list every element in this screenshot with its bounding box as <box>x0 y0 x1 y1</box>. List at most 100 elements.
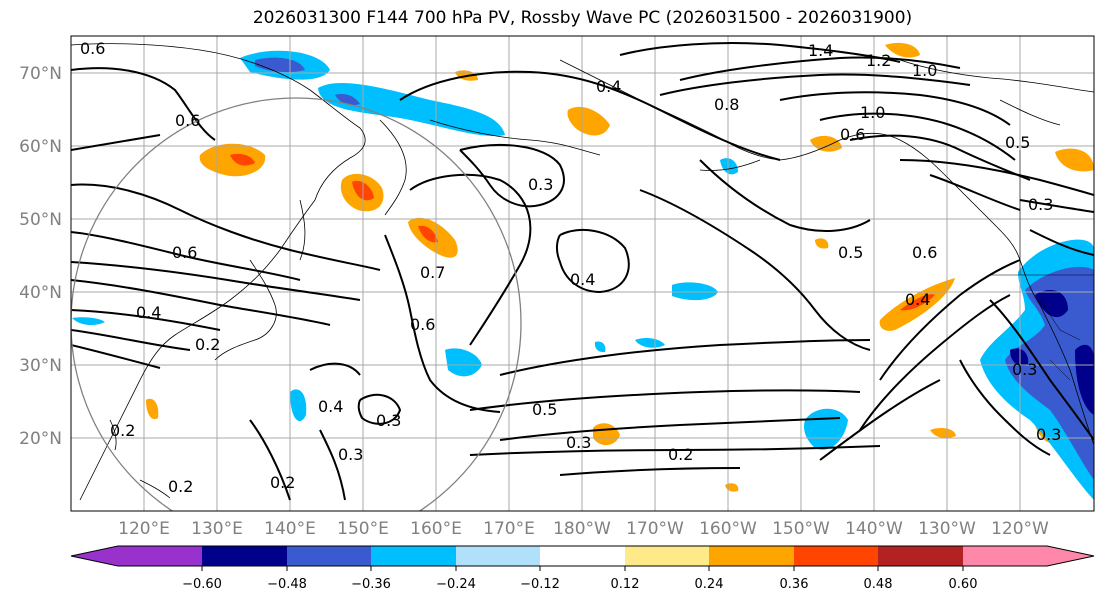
contour-label: 1.4 <box>808 41 833 60</box>
pv-contours <box>71 42 1094 501</box>
map-title: 2026031300 F144 700 hPa PV, Rossby Wave … <box>252 8 913 28</box>
negative-anomaly-patch <box>594 341 606 353</box>
contour-label: 0.4 <box>596 77 621 96</box>
negative-anomaly-patch <box>1075 344 1094 415</box>
colorbar-outline <box>70 545 1095 567</box>
colorbar-swatch <box>625 546 709 566</box>
positive-anomaly-patch <box>885 42 920 58</box>
positive-anomaly-patch <box>1055 148 1094 172</box>
contour-label: 0.2 <box>110 421 135 440</box>
negative-anomaly-patch <box>1010 348 1029 366</box>
contour-labels: 0.6 1.4 1.2 1.0 0.8 0.4 1.0 0.6 0.5 0.3 … <box>80 39 1061 496</box>
colorbar-tick-label: 0.48 <box>864 577 893 592</box>
contour-label: 0.8 <box>714 95 739 114</box>
contour-label: 0.4 <box>318 397 343 416</box>
contour-label: 0.5 <box>1005 133 1030 152</box>
colorbar-tick-label: −0.48 <box>267 577 307 592</box>
contour-label: 0.6 <box>80 39 105 58</box>
colorbar-tick-label: 0.36 <box>780 577 809 592</box>
lon-label: 150°E <box>337 519 389 539</box>
colorbar-tick-label: −0.24 <box>436 577 476 592</box>
positive-anomaly-patch <box>146 398 159 420</box>
negative-anomaly-patch <box>720 158 738 175</box>
lon-label: 160°W <box>699 519 757 539</box>
negative-anomaly-patch <box>290 389 307 422</box>
colorbar-swatch <box>371 546 456 566</box>
lon-label: 170°E <box>483 519 535 539</box>
contour-label: 0.3 <box>1028 195 1053 214</box>
contour-label: 0.4 <box>136 303 161 322</box>
negative-anomaly-patch <box>672 282 718 301</box>
coastlines <box>71 43 1094 501</box>
lon-label: 120°E <box>118 519 170 539</box>
lat-label: 70°N <box>19 64 62 84</box>
lon-label: 140°W <box>845 519 903 539</box>
contour-label: 1.0 <box>912 61 937 80</box>
borders <box>990 150 1094 381</box>
contour-label: 0.3 <box>1012 360 1037 379</box>
colorbar-tick-label: 0.60 <box>949 577 978 592</box>
colorbar-swatch <box>456 546 540 566</box>
negative-anomaly-patch <box>335 94 360 106</box>
contour-label: 0.4 <box>905 290 930 309</box>
colorbar-swatch <box>878 546 963 566</box>
colorbar-swatch <box>794 546 878 566</box>
lon-label: 130°E <box>191 519 243 539</box>
contour-label: 0.3 <box>566 433 591 452</box>
lon-label: 130°W <box>918 519 976 539</box>
negative-anomaly-patch <box>1005 266 1094 480</box>
contour-label: 0.3 <box>338 445 363 464</box>
lat-label: 30°N <box>19 356 62 376</box>
negative-anomaly-patch <box>1035 290 1068 318</box>
contour-label: 0.5 <box>838 243 863 262</box>
lat-label: 50°N <box>19 210 62 230</box>
positive-anomaly-patch <box>810 135 842 152</box>
contour-label: 0.5 <box>532 400 557 419</box>
positive-anomaly-patch <box>815 238 829 249</box>
contour-label: 0.7 <box>420 263 445 282</box>
negative-anomaly-patch <box>72 317 105 326</box>
colorbar-swatch <box>118 546 202 566</box>
colorbar-swatch <box>202 546 287 566</box>
negative-anomaly-patch <box>635 337 665 348</box>
map-frame <box>70 35 1095 512</box>
positive-anomaly-patch <box>930 428 956 438</box>
negative-anomaly-patch <box>445 348 482 377</box>
longitude-labels: 120°E 130°E 140°E 150°E 160°E 170°E 180°… <box>118 519 1049 539</box>
contour-label: 0.3 <box>1036 425 1061 444</box>
colorbar-swatch <box>709 546 794 566</box>
negative-anomaly-patch <box>318 82 505 137</box>
contour-label: 0.6 <box>175 111 200 130</box>
contour-label: 0.2 <box>168 477 193 496</box>
lat-label: 40°N <box>19 283 62 303</box>
contour-label: 1.2 <box>866 51 891 70</box>
colorbar-tick-label: −0.60 <box>182 577 222 592</box>
contour-label: 0.2 <box>668 445 693 464</box>
colorbar-swatch <box>287 546 371 566</box>
lon-label: 160°E <box>410 519 462 539</box>
lon-label: 120°W <box>991 519 1049 539</box>
colorbar-tick-label: −0.36 <box>351 577 391 592</box>
contour-label: 0.6 <box>840 125 865 144</box>
lat-label: 60°N <box>19 137 62 157</box>
colorbar-tick-label: 0.12 <box>611 577 640 592</box>
colorbar-swatch <box>963 546 1047 566</box>
lon-label: 140°E <box>264 519 316 539</box>
latitude-labels: 70°N 60°N 50°N 40°N 30°N 20°N <box>19 64 62 449</box>
positive-anomaly-patch <box>199 143 266 177</box>
colorbar: −0.60 −0.48 −0.36 −0.24 −0.12 0.12 0.24 … <box>70 545 1095 592</box>
colorbar-swatch <box>71 546 118 566</box>
colorbar-tick-label: −0.12 <box>520 577 560 592</box>
contour-label: 0.2 <box>195 335 220 354</box>
positive-anomaly-patch <box>900 294 935 311</box>
lon-label: 180°W <box>553 519 611 539</box>
contour-label: 0.6 <box>912 243 937 262</box>
pv-anomaly-shading <box>72 42 1094 500</box>
positive-anomaly-patch <box>418 225 438 243</box>
contour-label: 0.6 <box>172 243 197 262</box>
rossby-wave-region-circle <box>71 97 522 511</box>
colorbar-ticks <box>201 566 964 571</box>
colorbar-swatch <box>1047 546 1094 566</box>
contour-label: 0.3 <box>376 411 401 430</box>
lat-label: 20°N <box>19 429 62 449</box>
